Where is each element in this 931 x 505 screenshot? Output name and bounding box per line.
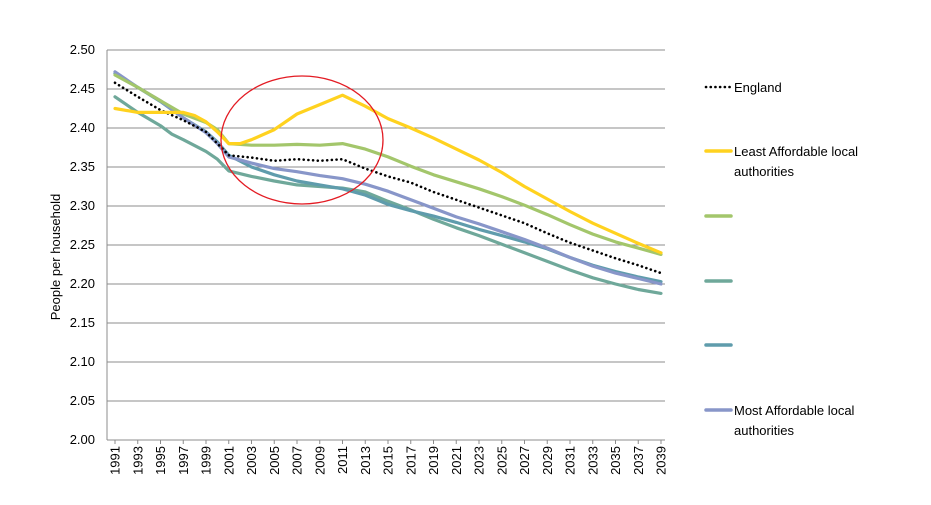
y-tick-label: 2.40 bbox=[70, 120, 95, 135]
x-tick-label: 2031 bbox=[563, 446, 578, 475]
legend-entry: Most Affordable local authorities bbox=[704, 403, 855, 438]
gridlines bbox=[107, 49, 665, 402]
y-tick-label: 2.35 bbox=[70, 159, 95, 174]
x-tick-label: 1993 bbox=[130, 446, 145, 475]
x-axis-ticks: 1991 1993 1995 1997 1999 2001 2003 2005 2007 2009… bbox=[108, 440, 669, 475]
x-tick-label: 2003 bbox=[244, 446, 259, 475]
x-tick-label: 2005 bbox=[267, 446, 282, 475]
x-tick-label: 2019 bbox=[426, 446, 441, 475]
legend-label: authorities bbox=[734, 423, 794, 438]
y-tick-label: 2.00 bbox=[70, 432, 95, 447]
x-tick-label: 2033 bbox=[585, 446, 600, 475]
y-tick-label: 2.25 bbox=[70, 237, 95, 252]
x-tick-label: 2015 bbox=[381, 446, 396, 475]
x-tick-label: 2035 bbox=[608, 446, 623, 475]
x-tick-label: 2025 bbox=[494, 446, 509, 475]
y-tick-label: 2.15 bbox=[70, 315, 95, 330]
legend-label: authorities bbox=[734, 164, 794, 179]
series-line-3 bbox=[113, 95, 663, 295]
x-tick-label: 2017 bbox=[403, 446, 418, 475]
x-tick-label: 1997 bbox=[176, 446, 191, 475]
x-tick-label: 2021 bbox=[449, 446, 464, 475]
x-tick-label: 2023 bbox=[472, 446, 487, 475]
series-line-0 bbox=[113, 81, 663, 275]
x-tick-label: 2007 bbox=[290, 446, 305, 475]
x-tick-label: 2013 bbox=[358, 446, 373, 475]
x-tick-label: 2029 bbox=[540, 446, 555, 475]
x-tick-label: 1999 bbox=[199, 446, 214, 475]
series-line-5 bbox=[113, 70, 663, 286]
legend-label: Most Affordable local bbox=[734, 403, 855, 418]
x-tick-label: 2001 bbox=[221, 446, 236, 475]
series-line-4 bbox=[113, 71, 663, 284]
x-tick-label: 2009 bbox=[312, 446, 327, 475]
x-tick-label: 2011 bbox=[335, 446, 350, 474]
y-axis-title: People per household bbox=[48, 194, 63, 321]
y-axis-ticks: 2.00 2.05 2.10 2.15 2.20 2.25 2.30 2.35 2.40 2.45… bbox=[70, 42, 95, 447]
y-tick-label: 2.10 bbox=[70, 354, 95, 369]
x-tick-label: 2039 bbox=[654, 446, 669, 475]
y-tick-label: 2.30 bbox=[70, 198, 95, 213]
legend-entry: Least Affordable local authorities bbox=[704, 144, 858, 179]
x-tick-label: 1995 bbox=[153, 446, 168, 475]
highlight-ellipse bbox=[220, 75, 384, 205]
y-tick-label: 2.20 bbox=[70, 276, 95, 291]
y-tick-label: 2.45 bbox=[70, 81, 95, 96]
y-tick-label: 2.05 bbox=[70, 393, 95, 408]
legend: England Least Affordable local authorities… bbox=[704, 80, 858, 438]
series-line-1 bbox=[113, 93, 663, 255]
x-tick-label: 2037 bbox=[631, 446, 646, 475]
legend-label: Least Affordable local bbox=[734, 144, 858, 159]
y-tick-label: 2.50 bbox=[70, 42, 95, 57]
legend-label: England bbox=[734, 80, 782, 95]
series-lines bbox=[113, 70, 663, 295]
legend-entry: England bbox=[704, 80, 782, 95]
plot-area bbox=[106, 50, 665, 441]
series-line-2 bbox=[113, 73, 663, 256]
x-tick-label: 1991 bbox=[108, 446, 123, 475]
x-tick-label: 2027 bbox=[517, 446, 532, 475]
